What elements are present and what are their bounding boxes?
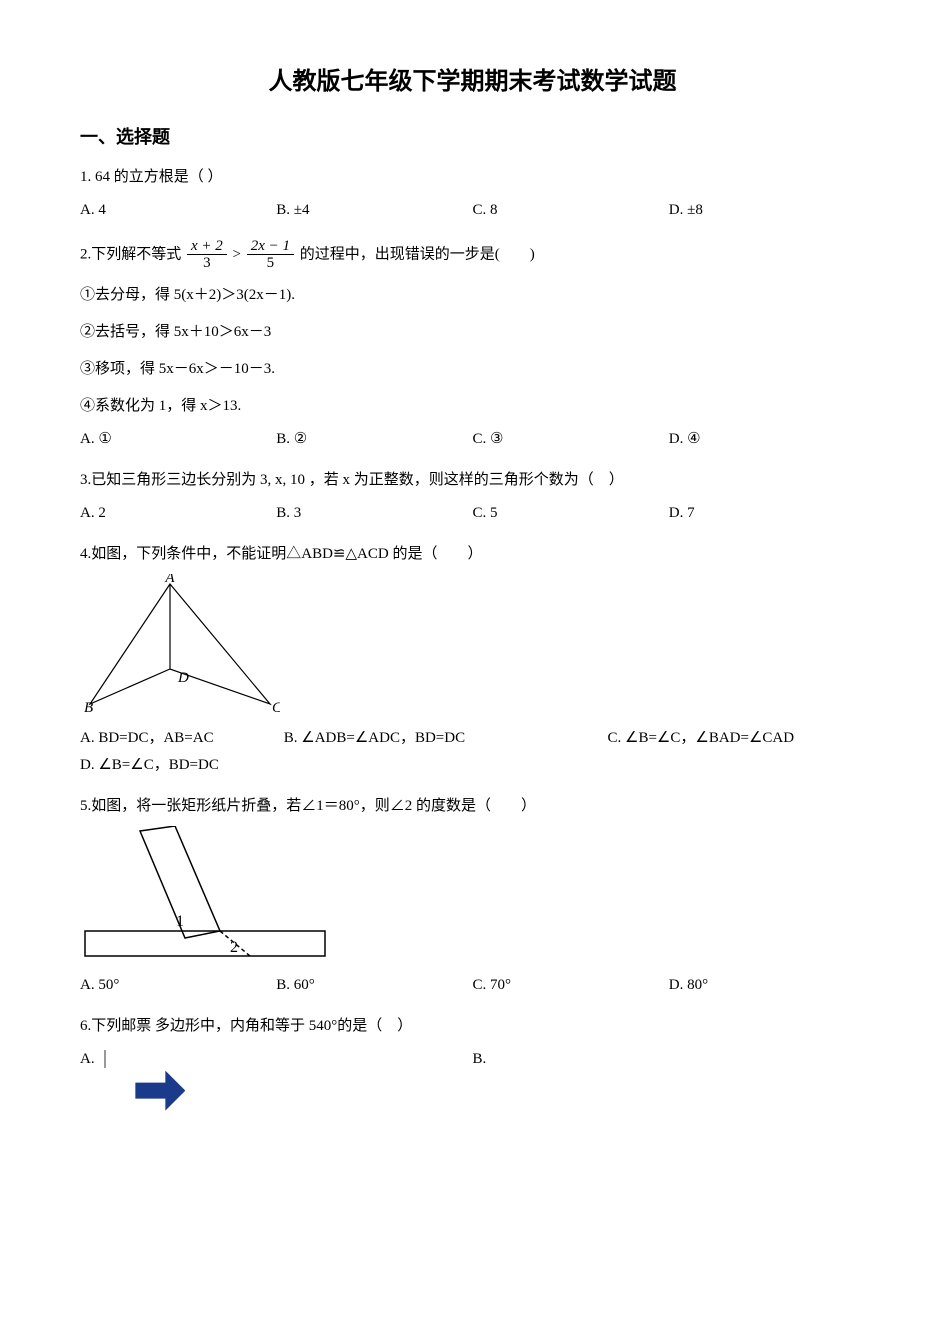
q6-opt-a: A. <box>80 1046 473 1073</box>
q5-options: A. 50° B. 60° C. 70° D. 80° <box>80 972 865 999</box>
q2-step1: ①去分母，得 5(x＋2)＞3(2x－1). <box>80 282 865 309</box>
section-heading: 一、选择题 <box>80 121 865 153</box>
q6-text: 6.下列邮票 多边形中，内角和等于 540°的是（ ） <box>80 1013 865 1040</box>
q2-frac1: x + 2 3 <box>187 238 227 272</box>
q1-opt-d: D. ±8 <box>669 197 865 224</box>
q2-opt-a: A. ① <box>80 426 276 453</box>
q2-step4: ④系数化为 1，得 x＞13. <box>80 393 865 420</box>
svg-text:A: A <box>164 574 175 586</box>
exam-title: 人教版七年级下学期期末考试数学试题 <box>80 60 865 103</box>
q2-frac2-den: 5 <box>247 255 294 272</box>
q5-opt-c: C. 70° <box>473 972 669 999</box>
q3-opt-d: D. 7 <box>669 500 865 527</box>
q2-options: A. ① B. ② C. ③ D. ④ <box>80 426 865 453</box>
q6-opt-b-label: B. <box>473 1051 487 1067</box>
svg-text:D: D <box>177 670 189 686</box>
q5-figure: 1 2 <box>80 826 330 966</box>
q4-opt-c: C. ∠B=∠C，∠BAD=∠CAD <box>608 725 808 752</box>
q2-opt-d: D. ④ <box>669 426 865 453</box>
q2-opt-c: C. ③ <box>473 426 669 453</box>
q6-opt-b: B. <box>473 1046 866 1073</box>
q2-step2: ②去括号，得 5x＋10＞6x－3 <box>80 319 865 346</box>
q4-figure: A B C D <box>80 574 280 719</box>
q4-opt-b: B. ∠ADB=∠ADC，BD=DC <box>284 725 604 752</box>
q5-text: 5.如图，将一张矩形纸片折叠，若∠1＝80°，则∠2 的度数是（ ） <box>80 793 865 820</box>
q1-text: 1. 64 的立方根是（ ） <box>80 164 865 191</box>
svg-text:B: B <box>84 700 93 716</box>
q5-opt-a: A. 50° <box>80 972 276 999</box>
svg-text:2: 2 <box>230 939 238 956</box>
q2-frac2-num: 2x − 1 <box>247 238 294 256</box>
q3-text: 3.已知三角形三边长分别为 3, x, 10 ，若 x 为正整数，则这样的三角形… <box>80 467 865 494</box>
q3-opt-b: B. 3 <box>276 500 472 527</box>
q2-op: > <box>233 246 245 262</box>
q6-opt-a-label: A. <box>80 1051 95 1067</box>
q2-opt-b: B. ② <box>276 426 472 453</box>
q6-options: A. B. <box>80 1046 865 1073</box>
q3-opt-a: A. 2 <box>80 500 276 527</box>
q4-options: A. BD=DC，AB=AC B. ∠ADB=∠ADC，BD=DC C. ∠B=… <box>80 725 865 779</box>
q2-frac2: 2x − 1 5 <box>247 238 294 272</box>
svg-text:C: C <box>272 700 280 716</box>
q3-options: A. 2 B. 3 C. 5 D. 7 <box>80 500 865 527</box>
q1-opt-c: C. 8 <box>473 197 669 224</box>
svg-text:1: 1 <box>176 913 184 930</box>
q2-prefix: 2.下列解不等式 <box>80 246 181 262</box>
q4-text: 4.如图，下列条件中，不能证明△ABD≌△ACD 的是（ ） <box>80 541 865 568</box>
q5-opt-d: D. 80° <box>669 972 865 999</box>
q4-opt-d: D. ∠B=∠C，BD=DC <box>80 752 280 779</box>
q4-opt-a: A. BD=DC，AB=AC <box>80 725 280 752</box>
q1-options: A. 4 B. ±4 C. 8 D. ±8 <box>80 197 865 224</box>
q2-step3: ③移项，得 5x－6x＞－10－3. <box>80 356 865 383</box>
parallelogram-stamp-icon <box>104 1046 106 1073</box>
q2-frac1-num: x + 2 <box>187 238 227 256</box>
q5-opt-b: B. 60° <box>276 972 472 999</box>
q2-text: 2.下列解不等式 x + 2 3 > 2x − 1 5 的过程中，出现错误的一步… <box>80 238 865 272</box>
q1-opt-b: B. ±4 <box>276 197 472 224</box>
q2-suffix: 的过程中，出现错误的一步是( ) <box>300 246 535 262</box>
q2-frac1-den: 3 <box>187 255 227 272</box>
q3-opt-c: C. 5 <box>473 500 669 527</box>
q1-opt-a: A. 4 <box>80 197 276 224</box>
